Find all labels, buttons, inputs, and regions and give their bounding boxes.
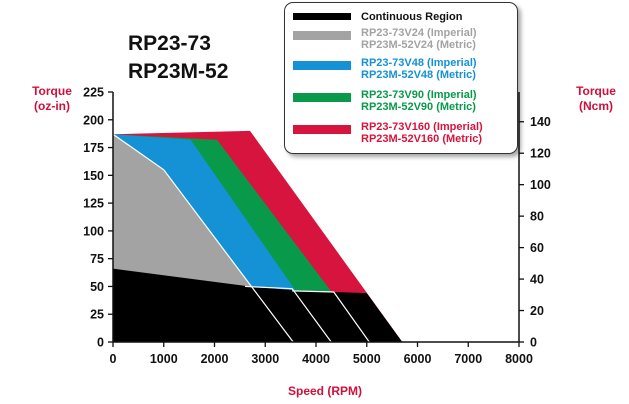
y-right-tick-label: 80 — [530, 210, 544, 224]
chart-separator-lines — [112, 133, 370, 343]
y-left-tick-label: 200 — [83, 113, 104, 127]
y-axis-left-title-line-1: Torque — [32, 84, 72, 98]
y-left-tick-label: 225 — [83, 86, 104, 100]
x-tick-label: 8000 — [505, 352, 533, 366]
y-right-tick-label: 40 — [530, 273, 544, 287]
y-right-tick-label: 120 — [530, 147, 551, 161]
legend-label-v24-metric: RP23M-52V24 (Metric) — [361, 39, 476, 51]
y-left-tick-label: 100 — [83, 224, 104, 238]
legend-item-v24: RP23-73V24 (Imperial) RP23M-52V24 (Metri… — [293, 27, 515, 53]
y-left-tick-label: 150 — [83, 169, 104, 183]
legend-item-v48: RP23-73V48 (Imperial) RP23M-52V48 (Metri… — [293, 57, 515, 83]
x-tick-label: 2000 — [201, 352, 229, 366]
y-right-tick-label: 100 — [530, 178, 551, 192]
y-axis-left-title-line-2: (oz-in) — [34, 99, 70, 113]
chart-ticks: 0 1000 2000 3000 4000 5000 6000 7000 80000255075… — [83, 86, 551, 367]
x-tick-label: 1000 — [150, 352, 178, 366]
legend: Continuous Region RP23-73V24 (Imperial) … — [284, 2, 518, 154]
chart-title-line-1: RP23-73 — [128, 32, 211, 55]
y-left-tick-label: 175 — [83, 141, 104, 155]
legend-label-v90-imperial: RP23-73V90 (Imperial) — [361, 89, 477, 101]
legend-swatch-v24 — [293, 31, 351, 40]
legend-item-continuous: Continuous Region — [293, 10, 515, 24]
chart-areas — [113, 130, 403, 342]
x-tick-label: 4000 — [302, 352, 330, 366]
y-left-tick-label: 125 — [83, 197, 104, 211]
x-tick-label: 0 — [110, 352, 117, 366]
legend-label-v160-metric: RP23M-52V160 (Metric) — [361, 133, 483, 145]
y-right-tick-label: 20 — [530, 304, 544, 318]
legend-swatch-v48 — [293, 61, 351, 70]
y-right-tick-label: 0 — [530, 336, 537, 350]
legend-swatch-v90 — [293, 93, 351, 102]
legend-label-v48-imperial: RP23-73V48 (Imperial) — [361, 57, 477, 69]
y-right-tick-label: 140 — [530, 115, 551, 129]
y-left-tick-label: 75 — [90, 252, 104, 266]
y-axis-right-title-line-2: (Ncm) — [578, 99, 613, 113]
legend-label-v90-metric: RP23M-52V90 (Metric) — [361, 101, 476, 113]
legend-label-v24-imperial: RP23-73V24 (Imperial) — [361, 27, 477, 39]
x-axis-title: Speed (RPM) — [287, 384, 362, 398]
y-left-tick-label: 50 — [90, 280, 104, 294]
legend-label-v160-imperial: RP23-73V160 (Imperial) — [361, 121, 483, 133]
x-tick-label: 7000 — [454, 352, 482, 366]
y-left-tick-label: 0 — [97, 336, 104, 350]
legend-label-continuous: Continuous Region — [361, 11, 463, 23]
legend-item-v160: RP23-73V160 (Imperial) RP23M-52V160 (Met… — [293, 121, 515, 147]
legend-item-v90: RP23-73V90 (Imperial) RP23M-52V90 (Metri… — [293, 89, 515, 115]
legend-swatch-continuous — [293, 13, 351, 20]
y-axis-right-title-line-1: Torque — [576, 84, 616, 98]
x-tick-label: 6000 — [404, 352, 432, 366]
separator-line-1 — [244, 285, 332, 343]
y-right-tick-label: 60 — [530, 241, 544, 255]
chart-title-line-2: RP23M-52 — [128, 60, 229, 83]
legend-label-v48-metric: RP23M-52V48 (Metric) — [361, 69, 476, 81]
separator-line-2 — [292, 290, 370, 343]
x-tick-label: 3000 — [251, 352, 279, 366]
x-tick-label: 5000 — [353, 352, 381, 366]
legend-swatch-v160 — [293, 125, 351, 134]
y-left-tick-label: 25 — [90, 308, 104, 322]
y-axis-left-title: Torque (oz-in) — [22, 84, 82, 114]
separator-line-0 — [112, 133, 294, 343]
y-axis-right-title: Torque (Ncm) — [566, 84, 626, 114]
area-continuous — [113, 268, 403, 342]
